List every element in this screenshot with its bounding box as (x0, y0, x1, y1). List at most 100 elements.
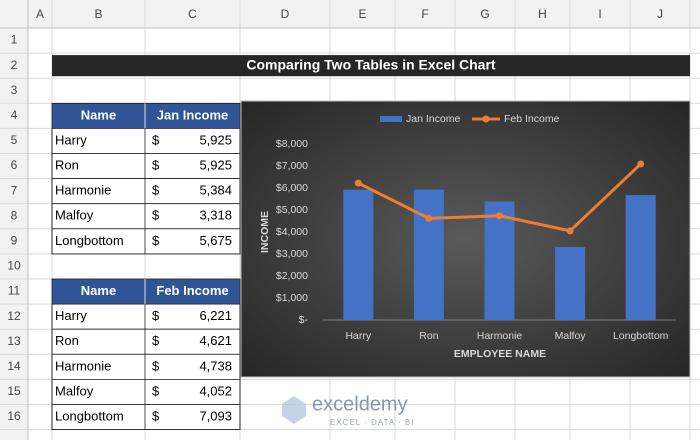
row-header: 5 (11, 133, 18, 147)
table-cell: 3,318 (199, 208, 232, 223)
chart: $- $1,000 $2,000 $3,000 $4,000 $5,000 $6,000 $7… (240, 100, 691, 378)
row-header: 9 (11, 234, 18, 248)
table-row-bg (51, 353, 241, 380)
x-tick-label: Harmonie (477, 330, 523, 342)
table-header-cell: Name (81, 283, 116, 298)
legend-swatch (380, 116, 402, 122)
table-row-bg (51, 303, 241, 330)
table-row-bg (51, 328, 241, 355)
column-header: F (421, 7, 428, 21)
column-header: B (94, 7, 102, 21)
table-cell: $ (152, 383, 160, 398)
table-row-bg (51, 127, 241, 154)
table-header-cell: Jan Income (157, 107, 229, 122)
table-cell: 5,384 (199, 183, 232, 198)
table-cell: $ (152, 132, 160, 147)
table-cell: Malfoy (55, 383, 94, 398)
table-cell: Harry (55, 132, 87, 147)
y-tick-label: $3,000 (276, 248, 308, 260)
legend-swatch (482, 115, 490, 123)
row-header: 4 (11, 108, 18, 122)
table-row-bg (51, 203, 241, 230)
table-cell: Ron (55, 157, 79, 172)
bar (625, 195, 656, 320)
chart-area (240, 100, 691, 378)
table-cell: $ (152, 157, 160, 172)
y-tick-label: $5,000 (276, 204, 308, 216)
table-cell: 6,221 (199, 308, 232, 323)
line-marker (637, 160, 645, 168)
table-cell: Malfoy (55, 208, 94, 223)
table-cell: 5,675 (199, 233, 232, 248)
line-marker (354, 179, 362, 187)
table-header-bg (52, 279, 240, 305)
title: Comparing Two Tables in Excel Chart (246, 56, 496, 72)
table-cell: Harmonie (55, 358, 111, 373)
bar (484, 201, 515, 320)
watermark-name: exceldemy (312, 393, 408, 415)
table-cell: Harry (55, 308, 87, 323)
column-header: A (36, 7, 44, 21)
column-header: E (358, 7, 366, 21)
row-header: 16 (7, 409, 21, 423)
watermark-tagline: EXCEL · DATA · BI (330, 418, 414, 427)
table-cell: $ (152, 208, 160, 223)
table-cell: $ (152, 233, 160, 248)
table-cell: $ (152, 308, 160, 323)
x-axis-title: EMPLOYEE NAME (454, 348, 546, 360)
legend-label: Jan Income (406, 113, 460, 125)
table-cell: $ (152, 183, 160, 198)
table-cell: Harmonie (55, 183, 111, 198)
table-cell: 4,738 (199, 358, 232, 373)
bar (413, 189, 444, 320)
title-bar (52, 55, 690, 77)
table-cell: 4,052 (199, 383, 232, 398)
x-tick-label: Harry (345, 330, 371, 342)
table-row-bg (51, 153, 241, 180)
column-header: J (657, 7, 663, 21)
row-header: 3 (11, 83, 18, 97)
x-tick-label: Malfoy (555, 330, 587, 342)
column-header: H (538, 7, 547, 21)
row-header: 7 (11, 183, 18, 197)
line-marker (566, 227, 574, 235)
y-tick-label: $8,000 (276, 138, 308, 150)
line-marker (496, 212, 503, 220)
column-header: G (480, 7, 489, 21)
y-axis-title: INCOME (259, 211, 271, 253)
bar (555, 247, 586, 320)
line-marker (425, 214, 433, 222)
table-border (51, 102, 241, 255)
row-header: 6 (11, 158, 18, 172)
watermark-logo (282, 396, 306, 424)
table-row-bg (51, 178, 241, 205)
column-header-bar (0, 0, 700, 28)
table-border (51, 278, 241, 431)
column-header: I (598, 7, 601, 21)
table-cell: $ (152, 333, 160, 348)
table-header-cell: Feb Income (156, 283, 228, 298)
x-tick-label: Longbottom (613, 330, 669, 342)
y-tick-label: $1,000 (276, 292, 308, 304)
table-cell: $ (152, 358, 160, 373)
row-header: 8 (11, 208, 18, 222)
row-header: 10 (7, 259, 21, 273)
table-header-cell: Name (81, 107, 116, 122)
legend-label: Feb Income (504, 113, 560, 125)
row-header: 11 (8, 284, 21, 298)
column-header: C (188, 7, 197, 21)
table-cell: 4,621 (199, 333, 232, 348)
y-tick-label: $4,000 (276, 226, 308, 238)
row-header: 12 (7, 309, 21, 323)
y-tick-label: $2,000 (276, 270, 308, 282)
row-header-bar (0, 0, 28, 440)
y-tick-label: $7,000 (276, 160, 308, 172)
column-header: D (281, 7, 290, 21)
table-row-bg (51, 404, 241, 431)
table-cell: $ (152, 408, 160, 423)
row-header: 1 (11, 33, 18, 47)
row-header: 14 (7, 359, 21, 373)
table-cell: 7,093 (199, 408, 232, 423)
bar (343, 189, 374, 320)
